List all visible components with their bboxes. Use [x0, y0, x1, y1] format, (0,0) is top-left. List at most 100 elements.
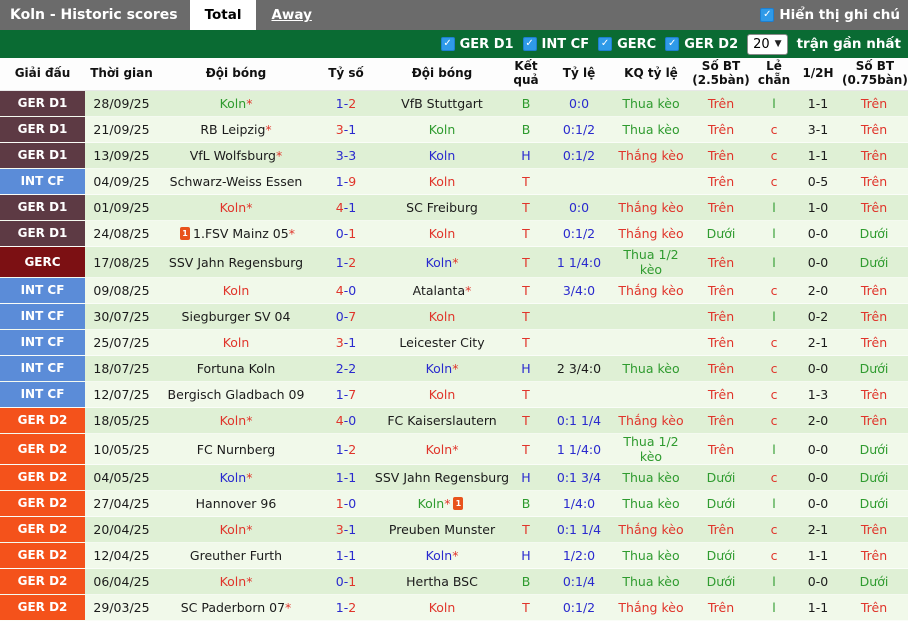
- odds-result-cell: [612, 304, 690, 330]
- column-header-0: Giải đấu: [14, 66, 71, 81]
- match-date-cell: 12/04/25: [85, 543, 158, 569]
- home-goals: 3: [335, 522, 344, 537]
- result-cell: H: [506, 143, 546, 169]
- league-badge: GER D1: [0, 221, 85, 246]
- team-name: VfL Wolfsburg: [189, 148, 276, 163]
- team-name: Koln: [428, 309, 456, 324]
- league-filter-ger-d2[interactable]: ✓ GER D2: [665, 37, 738, 52]
- score-cell: 1-2: [314, 595, 378, 621]
- table-row: INT CF 30/07/25 Siegburger SV 04 0-7 Koln T Tr…: [0, 304, 908, 330]
- team-name: Atalanta: [412, 283, 466, 298]
- column-header-11: Số BT (0.75bàn): [842, 59, 908, 87]
- home-goals: 1: [335, 600, 344, 615]
- handicap-odds-cell: 0:1 1/4: [546, 517, 612, 543]
- league-cell: GER D1: [0, 195, 85, 221]
- home-star-marker: *: [246, 413, 253, 428]
- odds-result-cell: Thắng kèo: [612, 195, 690, 221]
- home-star-marker: *: [452, 361, 459, 376]
- score-cell: 1-1: [314, 543, 378, 569]
- team-name-cell: 1 1.FSV Mainz 05 *: [158, 221, 314, 247]
- over-under-075-cell: Trên: [840, 517, 908, 543]
- result-cell: T: [506, 221, 546, 247]
- team-name: SSV Jahn Regensburg: [168, 254, 304, 270]
- away-goals: 0: [348, 496, 357, 511]
- score-cell: 0-1: [314, 221, 378, 247]
- team-name: Hannover 96: [195, 496, 277, 511]
- handicap-odds-cell: 0:1 1/4: [546, 408, 612, 434]
- away-goals: 2: [348, 254, 357, 270]
- team-name: Koln: [222, 335, 250, 350]
- match-count-dropdown[interactable]: 20 ▼: [747, 33, 788, 55]
- over-under-25-cell: Dưới: [690, 543, 752, 569]
- team-name-cell: SSV Jahn Regensburg: [375, 465, 509, 491]
- team-name: Koln: [219, 574, 247, 589]
- page-title: Koln - Historic scores: [10, 7, 178, 23]
- match-date-cell: 10/05/25: [85, 434, 158, 465]
- score-dash: -: [343, 413, 349, 428]
- team-name-cell: Koln *: [158, 195, 314, 221]
- tab-away[interactable]: Away: [271, 7, 312, 23]
- score-cell: 3-3: [314, 143, 378, 169]
- team-name-cell: Koln: [378, 382, 506, 408]
- odds-result-cell: [612, 382, 690, 408]
- away-goals: 1: [348, 470, 357, 485]
- match-date-cell: 13/09/25: [85, 143, 158, 169]
- team-name: FC Nurnberg: [196, 441, 276, 457]
- score-dash: -: [343, 283, 349, 298]
- team-name-cell: Koln: [378, 304, 506, 330]
- team-name-cell: SC Freiburg: [378, 195, 506, 221]
- column-header-10: 1/2H: [802, 66, 834, 81]
- league-cell: INT CF: [0, 278, 85, 304]
- column-header-5: Kết quả: [513, 59, 539, 87]
- tab-total[interactable]: Total: [189, 0, 257, 30]
- league-filter-ger-d1[interactable]: ✓ GER D1: [440, 36, 514, 52]
- filter-suffix-label: trận gần nhất: [796, 36, 901, 52]
- show-notes-checkbox[interactable]: ✓ Hiển thị ghi chú: [760, 0, 908, 30]
- result-cell: B: [506, 569, 546, 595]
- team-name-cell: Koln *: [378, 543, 506, 569]
- half-time-score-cell: 2-0: [796, 408, 840, 434]
- score-dash: -: [343, 600, 349, 615]
- checkbox-checked-icon: ✓: [665, 37, 680, 51]
- table-header-row: Giải đấu Thời gian Đội bóng Tỷ số Đội bóng Kế…: [0, 58, 908, 91]
- league-badge: GER D1: [0, 195, 85, 220]
- home-goals: 1: [335, 441, 344, 457]
- team-name: Koln: [428, 226, 456, 241]
- odds-result-cell: Thua 1/2 kèo: [612, 247, 690, 278]
- over-under-075-cell: Dưới: [840, 247, 908, 278]
- team-name: Koln: [428, 600, 456, 615]
- odd-even-cell: l: [752, 221, 796, 247]
- league-filter-int-cf[interactable]: ✓ INT CF: [522, 37, 589, 52]
- home-goals: 4: [335, 413, 344, 428]
- result-cell: T: [506, 408, 546, 434]
- checkbox-checked-icon: ✓: [598, 37, 613, 51]
- league-badge: GER D1: [0, 143, 85, 168]
- handicap-odds-cell: 1/2:0: [546, 543, 612, 569]
- handicap-odds-cell: 0:1/4: [546, 569, 612, 595]
- table-row: GERC 17/08/25 SSV Jahn Regensburg 1-2 Koln * T…: [0, 247, 908, 278]
- home-star-marker: *: [246, 522, 253, 537]
- home-goals: 1: [335, 254, 344, 270]
- away-goals: 3: [348, 148, 357, 163]
- score-cell: 1-7: [314, 382, 378, 408]
- result-cell: H: [506, 543, 546, 569]
- team-name-cell: FC Nurnberg: [158, 434, 314, 465]
- handicap-odds-cell: [546, 169, 612, 195]
- home-goals: 0: [335, 574, 344, 589]
- over-under-075-cell: Trên: [840, 330, 908, 356]
- score-cell: 1-9: [314, 169, 378, 195]
- home-star-marker: *: [288, 226, 295, 241]
- league-filter-label: GER D2: [684, 36, 739, 52]
- team-name: Koln: [219, 200, 247, 215]
- team-name-cell: Schwarz-Weiss Essen: [158, 169, 314, 195]
- handicap-odds-cell: 1/4:0: [546, 491, 612, 517]
- score-dash: -: [343, 522, 349, 537]
- league-filter-gerc[interactable]: ✓ GERC: [598, 37, 656, 52]
- odd-even-cell: c: [752, 356, 796, 382]
- match-date-cell: 12/07/25: [85, 382, 158, 408]
- league-filter-label: GER D1: [459, 36, 514, 52]
- odds-result-cell: Thua kèo: [612, 356, 690, 382]
- team-name: Schwarz-Weiss Essen: [169, 174, 303, 189]
- home-star-marker: *: [452, 548, 459, 563]
- table-row: GER D2 20/04/25 Koln * 3-1 Preuben Munster T 0:…: [0, 517, 908, 543]
